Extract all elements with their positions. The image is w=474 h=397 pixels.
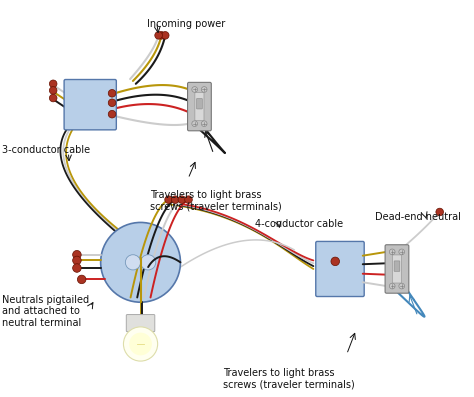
Circle shape [201,87,207,93]
FancyBboxPatch shape [385,245,409,293]
FancyBboxPatch shape [392,255,401,283]
Circle shape [129,333,152,355]
Circle shape [123,327,158,361]
Circle shape [172,196,179,203]
Text: Dead-end neutral: Dead-end neutral [375,212,461,222]
Circle shape [201,121,207,127]
Circle shape [155,31,163,39]
Circle shape [49,87,57,94]
Circle shape [49,94,57,102]
Circle shape [436,208,444,216]
Text: Travelers to light brass
screws (traveler terminals): Travelers to light brass screws (travele… [150,190,282,212]
FancyBboxPatch shape [195,93,204,121]
Circle shape [192,87,198,93]
FancyBboxPatch shape [394,261,400,271]
Circle shape [185,196,192,203]
Circle shape [108,110,116,118]
Circle shape [73,251,81,259]
Circle shape [158,31,165,39]
Text: 4-conductor cable: 4-conductor cable [255,219,343,229]
Circle shape [331,257,339,266]
Text: 3-conductor cable: 3-conductor cable [2,145,90,154]
Circle shape [165,196,173,203]
Circle shape [77,275,86,284]
Circle shape [73,256,81,265]
Circle shape [49,80,57,88]
Circle shape [192,121,198,127]
Circle shape [399,249,404,255]
FancyBboxPatch shape [316,241,364,297]
FancyBboxPatch shape [126,314,155,331]
Circle shape [389,283,395,289]
Text: Incoming power: Incoming power [147,19,226,29]
Text: Neutrals pigtailed
and attached to
neutral terminal: Neutrals pigtailed and attached to neutr… [2,295,89,328]
Circle shape [100,222,181,302]
FancyBboxPatch shape [188,82,211,131]
Text: Travelers to light brass
screws (traveler terminals): Travelers to light brass screws (travele… [223,368,355,389]
Circle shape [141,255,156,270]
FancyBboxPatch shape [64,79,116,130]
Circle shape [108,99,116,106]
Circle shape [125,255,141,270]
Circle shape [178,196,186,203]
Circle shape [399,283,404,289]
Circle shape [389,249,395,255]
Circle shape [73,264,81,272]
Circle shape [108,89,116,97]
FancyBboxPatch shape [197,98,202,109]
Circle shape [162,31,169,39]
